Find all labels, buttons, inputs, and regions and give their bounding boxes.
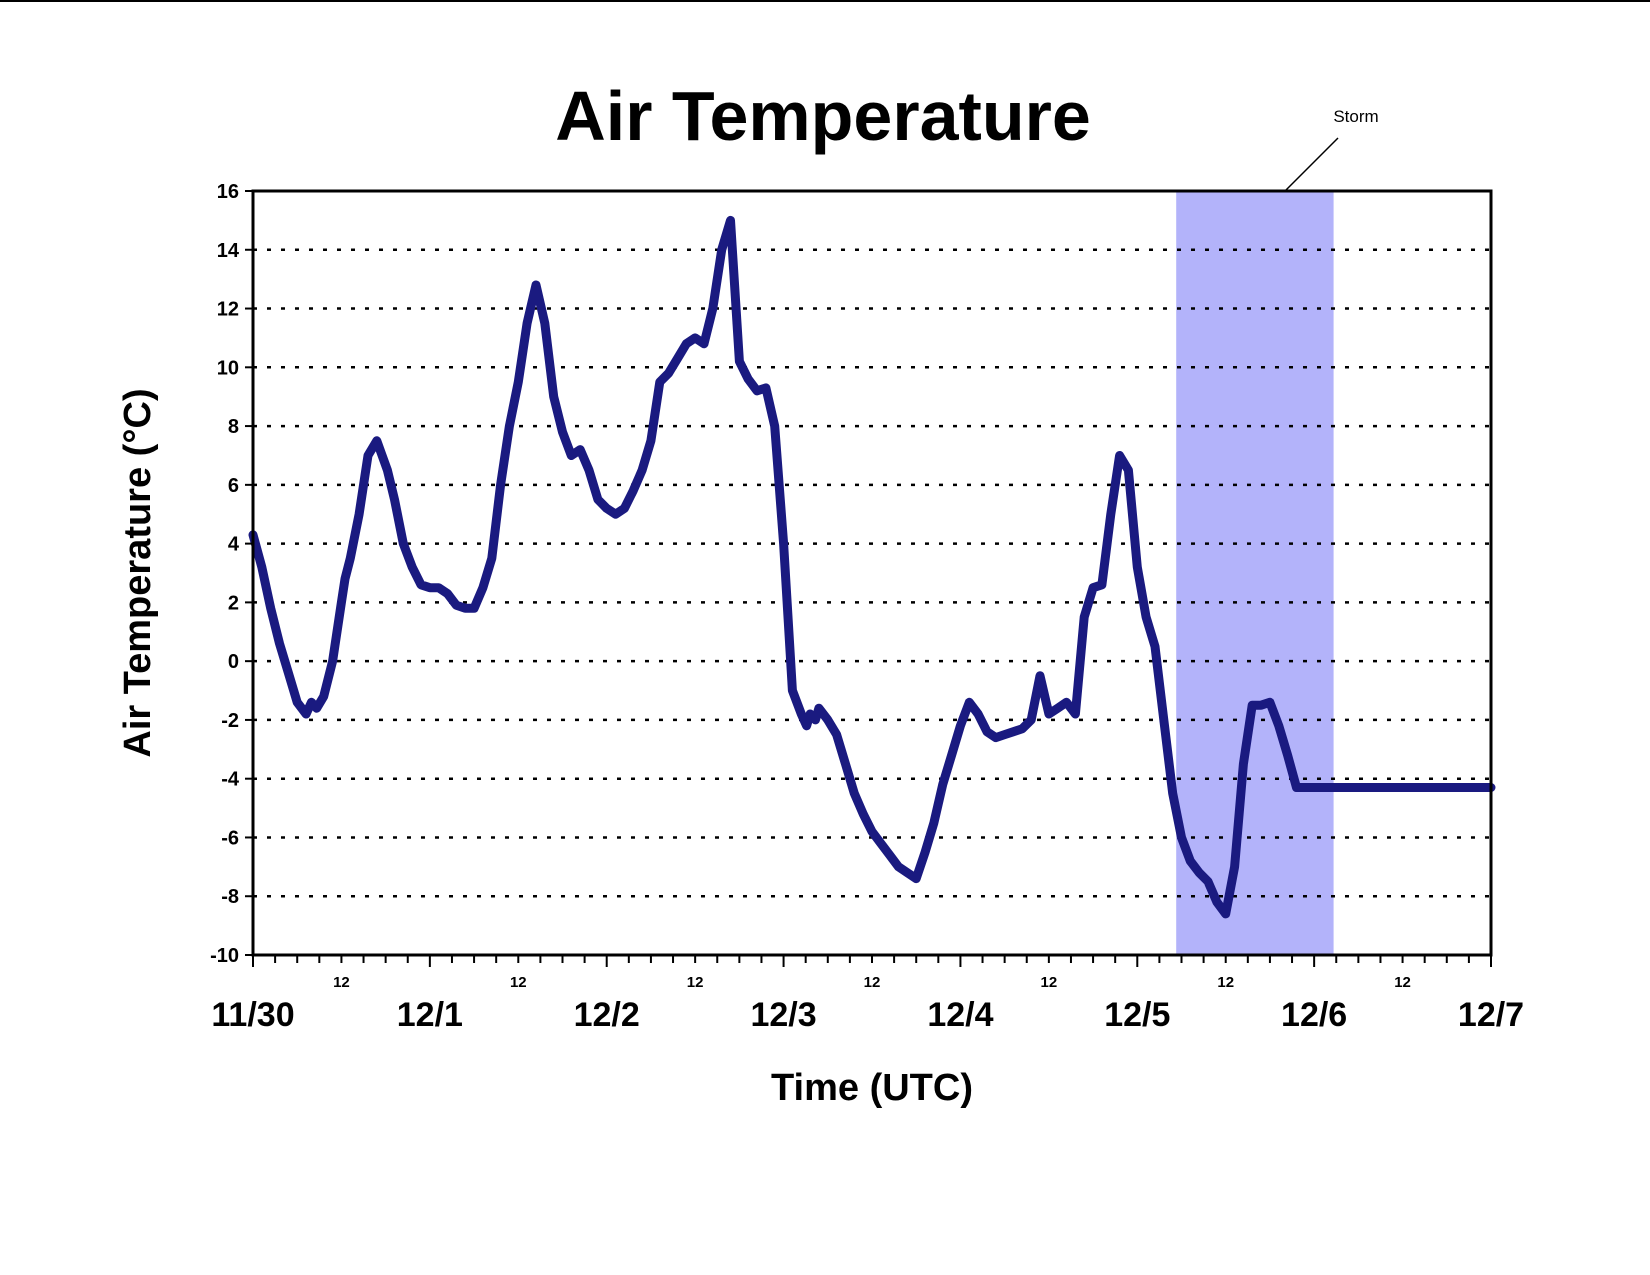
y-axis-label: Air Temperature (°C) <box>117 388 159 757</box>
x-hour-label: 12 <box>510 974 527 991</box>
x-day-label: 12/7 <box>1458 996 1524 1034</box>
chart-title: Air Temperature <box>555 77 1091 155</box>
x-hour-label: 12 <box>1041 974 1058 991</box>
x-hour-label: 12 <box>1394 974 1411 991</box>
storm-label: Storm <box>1333 107 1378 126</box>
y-tick-label: 16 <box>217 181 239 203</box>
x-axis-label: Time (UTC) <box>771 1067 973 1109</box>
y-axis-ticks: -10 -8 -6 -4 -2 0 2 4 6 8 10 12 14 16 <box>210 181 253 967</box>
grid-lines <box>253 248 1491 898</box>
y-tick-label: 2 <box>228 592 239 614</box>
y-tick-label: -6 <box>221 827 239 849</box>
y-tick-label: -8 <box>221 886 239 908</box>
y-tick-label: 0 <box>228 651 239 673</box>
y-tick-label: 6 <box>228 475 239 497</box>
y-tick-label: 12 <box>217 299 239 321</box>
x-hour-label: 12 <box>1217 974 1234 991</box>
x-day-label: 12/5 <box>1104 996 1170 1034</box>
y-tick-label: -2 <box>221 710 239 732</box>
temperature-line <box>248 215 1496 919</box>
storm-band <box>1176 191 1334 955</box>
x-day-label: 12/3 <box>750 996 816 1034</box>
x-hour-label: 12 <box>687 974 704 991</box>
x-day-label: 12/4 <box>927 996 993 1034</box>
y-tick-label: 10 <box>217 357 239 379</box>
y-tick-label: -4 <box>221 769 240 791</box>
storm-annotation: Storm <box>1176 107 1379 955</box>
y-tick-label: 4 <box>228 534 240 556</box>
y-tick-label: -10 <box>210 945 239 967</box>
y-tick-label: 14 <box>217 240 240 262</box>
storm-leader-line <box>1284 137 1339 192</box>
x-hour-label: 12 <box>333 974 350 991</box>
y-tick-label: 8 <box>228 416 239 438</box>
x-day-label: 12/6 <box>1281 996 1347 1034</box>
x-axis-ticks: 11/30 12/1 12/2 12/3 12/4 12/5 12/6 12/7 12 12 12 1… <box>211 955 1524 1034</box>
x-day-label: 11/30 <box>211 996 294 1034</box>
data-series <box>248 215 1496 919</box>
x-hour-label: 12 <box>864 974 881 991</box>
x-day-label: 12/1 <box>397 996 463 1034</box>
x-day-label: 12/2 <box>574 996 640 1034</box>
